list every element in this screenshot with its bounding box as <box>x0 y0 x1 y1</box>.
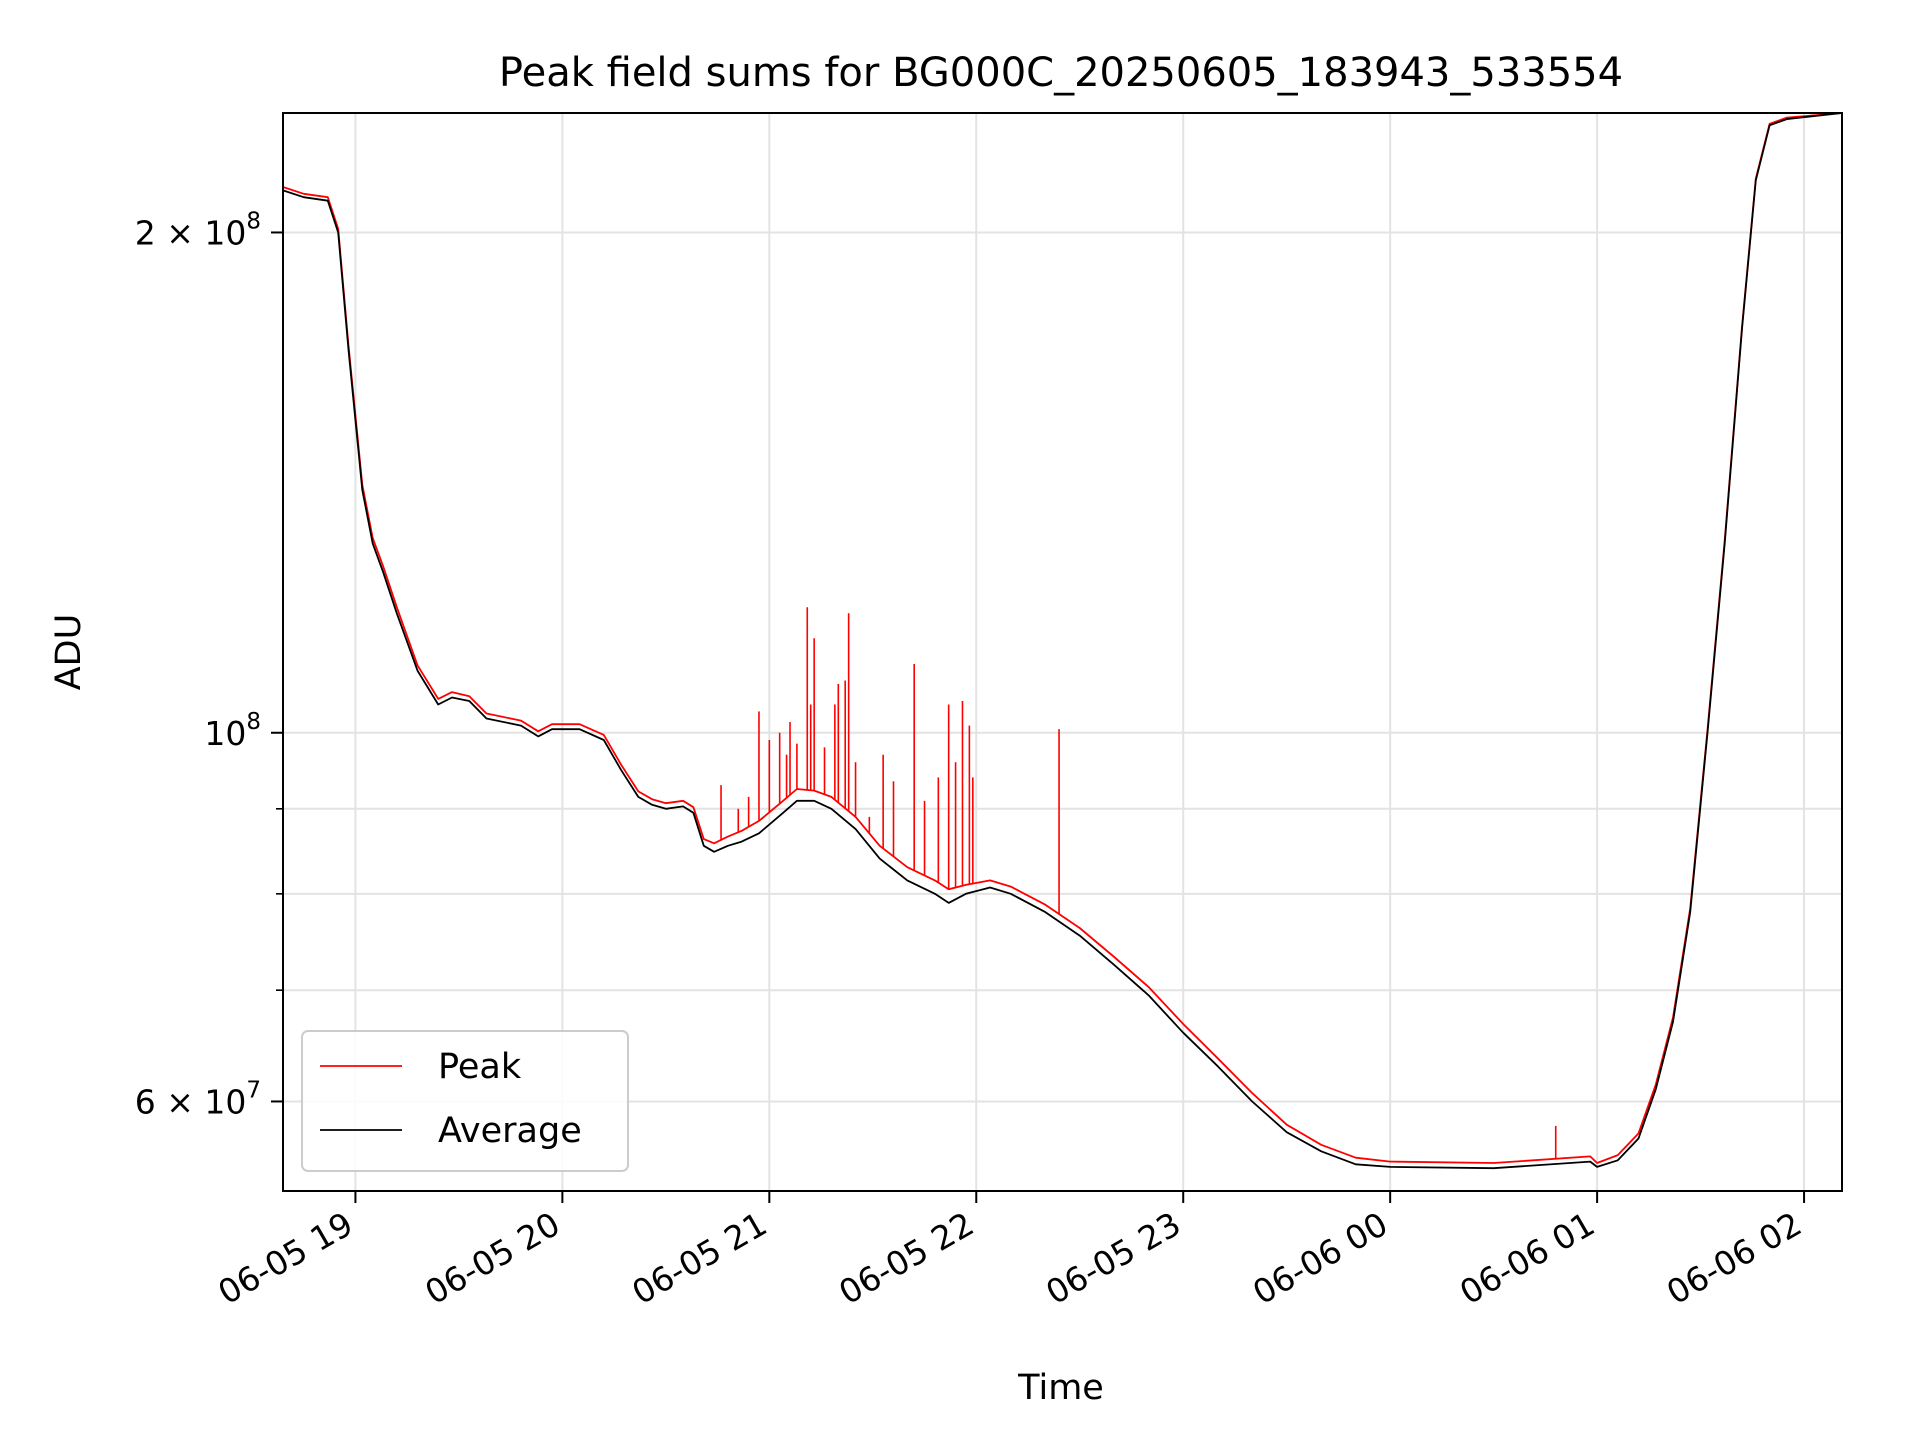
y-tick-mantissa: 2 × 10 <box>135 213 247 252</box>
y-tick-mantissa: 6 × 10 <box>135 1082 247 1121</box>
y-axis-label: ADU <box>49 614 89 691</box>
legend-label-average: Average <box>438 1111 582 1151</box>
series-line-average <box>282 112 1843 1170</box>
y-tick-label: 6 × 107 <box>135 1077 261 1121</box>
legend: Peak Average <box>301 1030 629 1172</box>
y-tick-label: 2 × 108 <box>135 208 261 252</box>
legend-label-peak: Peak <box>438 1047 522 1087</box>
plot-frame <box>282 112 1843 1192</box>
x-axis-label: Time <box>1017 1368 1104 1408</box>
y-tick-exponent: 8 <box>246 709 261 735</box>
series-line-peak <box>282 112 1843 1164</box>
y-tick-mantissa: 10 <box>204 714 246 753</box>
chart-title: Peak field sums for BG000C_20250605_1839… <box>499 50 1623 96</box>
y-tick-label: 108 <box>204 709 261 753</box>
y-tick-exponent: 7 <box>246 1077 261 1103</box>
y-tick-exponent: 8 <box>246 208 261 234</box>
series-area <box>282 112 1843 1170</box>
